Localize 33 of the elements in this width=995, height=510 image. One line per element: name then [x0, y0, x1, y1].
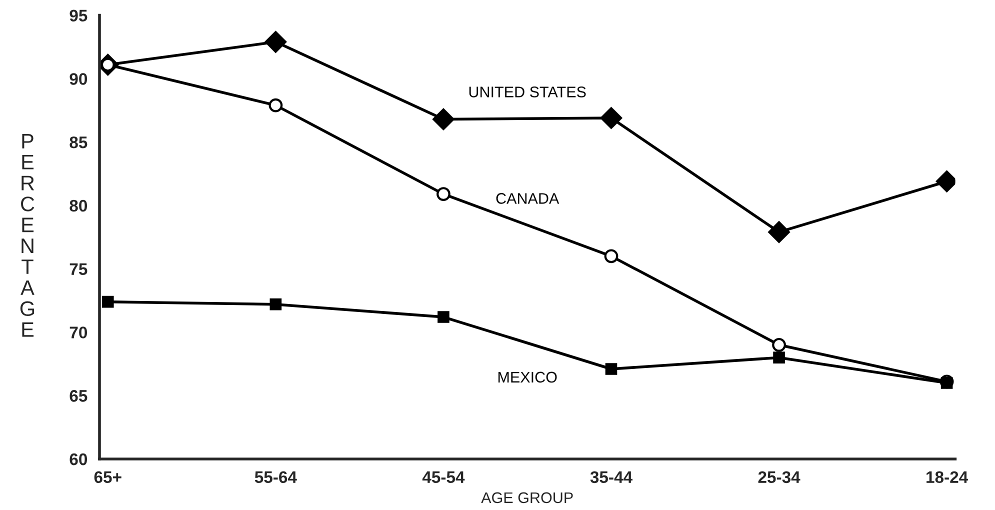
- point: [264, 31, 287, 53]
- x-tick-label: 25-34: [758, 471, 800, 484]
- point: [438, 311, 450, 323]
- point: [102, 296, 114, 308]
- series-label: CANADA: [496, 193, 560, 204]
- point: [268, 98, 283, 112]
- point: [940, 377, 953, 389]
- series-label: UNITED STATES: [469, 86, 586, 98]
- series-label: MEXICO: [498, 372, 557, 383]
- x-tick-label: 35-44: [590, 471, 632, 484]
- point: [436, 187, 450, 201]
- point: [605, 363, 618, 375]
- point: [432, 108, 454, 130]
- y-tick-label: 80: [70, 200, 88, 212]
- y-tick-label: 85: [70, 136, 88, 148]
- point: [270, 298, 282, 310]
- point: [773, 352, 785, 364]
- x-tick-label: 55-64: [254, 471, 297, 484]
- text: PERCENTAGE: [20, 134, 34, 337]
- x-tick-label: 45-54: [422, 471, 465, 484]
- point: [604, 249, 618, 264]
- x-tick-label: 18-24: [926, 471, 968, 484]
- y-tick-label: 60: [70, 453, 88, 466]
- point: [768, 221, 790, 243]
- point: [772, 338, 786, 352]
- y-tick-label: 65: [70, 390, 88, 402]
- y-tick-label: 95: [70, 10, 88, 22]
- y-tick-label: 90: [70, 73, 88, 85]
- point: [600, 107, 622, 129]
- y-tick-label: 70: [70, 326, 88, 338]
- x-axis-title: AGE GROUP: [481, 492, 573, 504]
- y-tick-label: 75: [70, 263, 88, 276]
- x-tick-label: 65+: [94, 471, 122, 484]
